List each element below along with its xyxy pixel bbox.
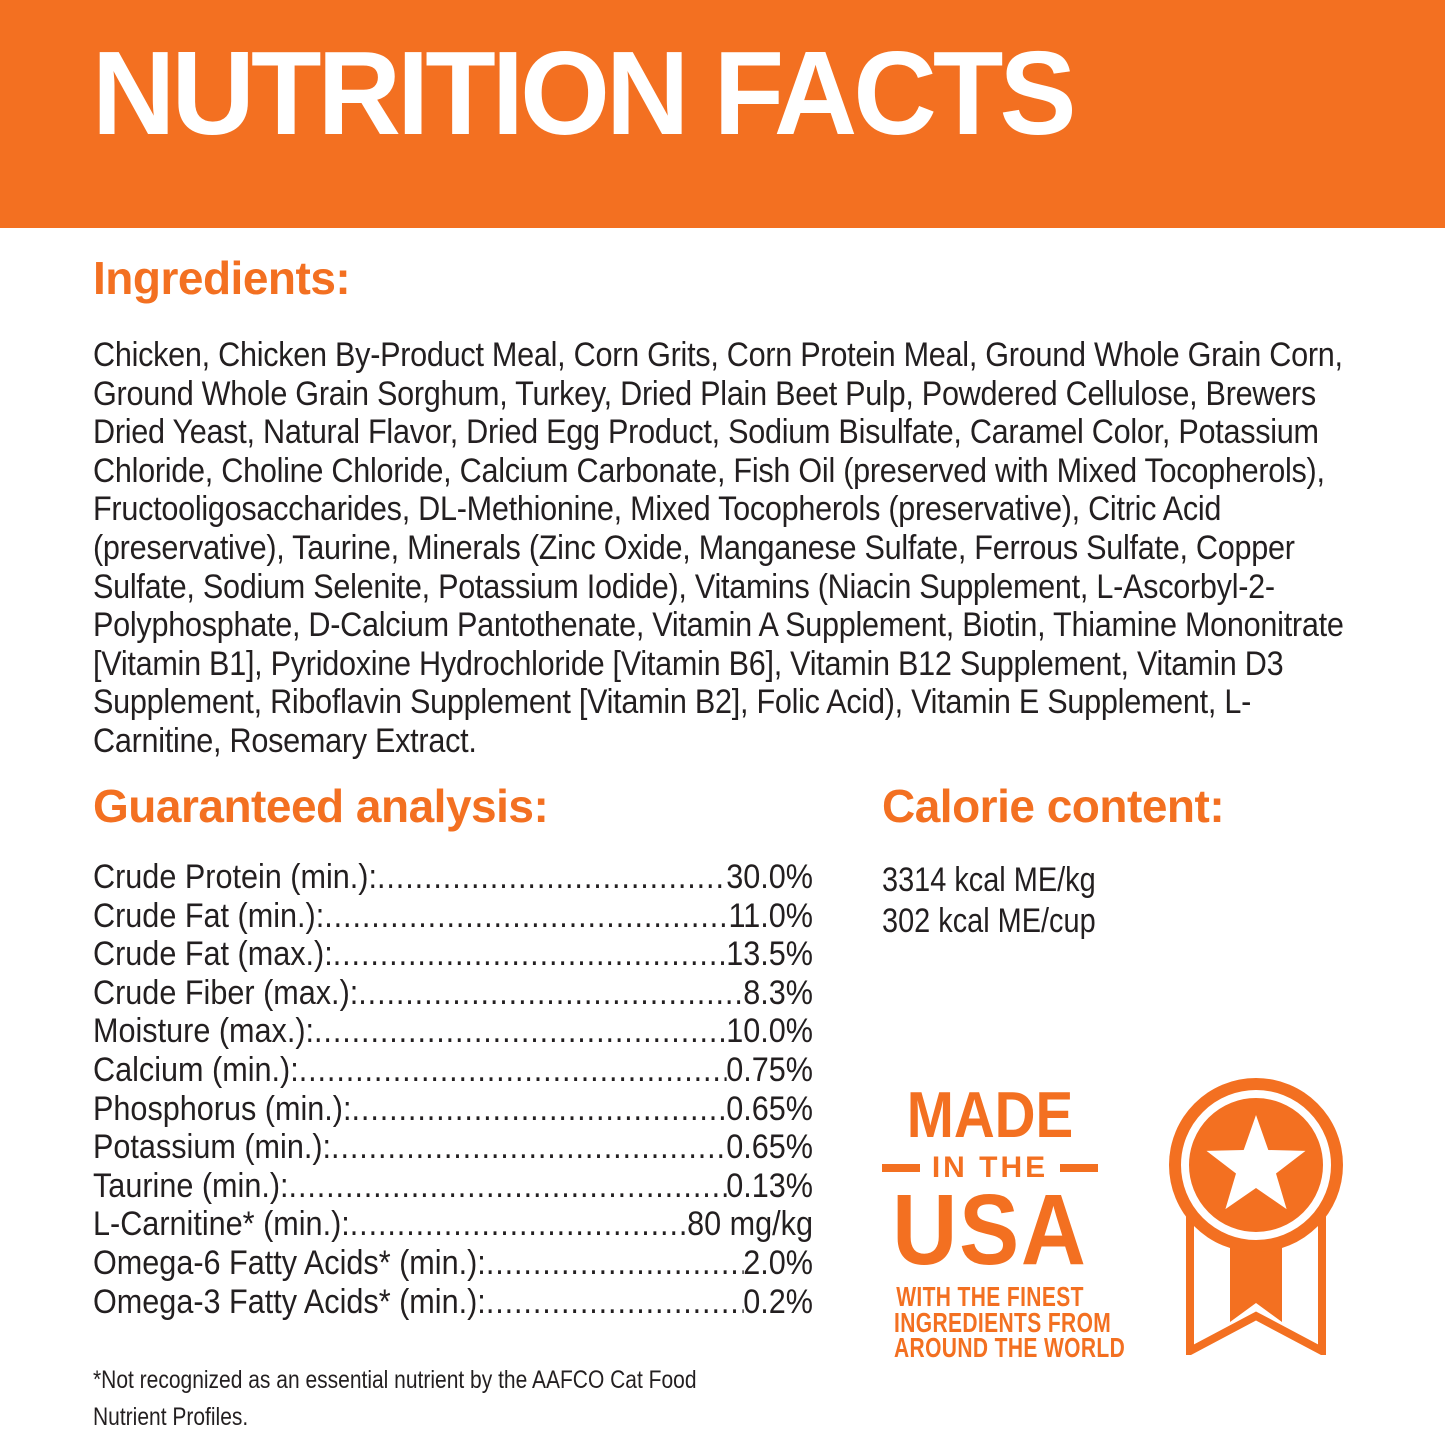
analysis-label: Crude Protein (min.): xyxy=(93,858,377,896)
dot-leader xyxy=(331,1128,726,1167)
analysis-row-potassium: Potassium (min.): 0.65% xyxy=(93,1128,813,1167)
calorie-kcal-per-kg: 3314 kcal ME/kg xyxy=(882,861,1096,899)
analysis-value: 10.0% xyxy=(726,1012,813,1051)
dot-leader xyxy=(350,1205,687,1244)
dot-leader xyxy=(324,897,728,936)
analysis-row-crude-fat-max: Crude Fat (max.): 13.5% xyxy=(93,935,813,974)
analysis-label: Calcium (min.): xyxy=(93,1050,299,1089)
analysis-label: Crude Fat (min.): xyxy=(93,896,325,935)
header-band: NUTRITION FACTS xyxy=(0,0,1445,228)
guaranteed-analysis-heading: Guaranteed analysis: xyxy=(93,780,549,832)
dot-leader xyxy=(377,858,726,897)
analysis-label: Crude Fiber (max.): xyxy=(93,973,359,1012)
in-the-label: IN THE xyxy=(931,1151,1049,1184)
usa-ribbon-badge-icon xyxy=(1169,1078,1343,1355)
made-in-usa-in-the: IN THE xyxy=(862,1152,1118,1184)
dash-bar-left xyxy=(881,1164,920,1172)
analysis-label: Moisture (max.): xyxy=(93,1012,315,1051)
dot-leader xyxy=(352,1090,727,1129)
analysis-value: 0.65% xyxy=(726,1128,813,1167)
made-in-usa-made: MADE xyxy=(906,1078,1074,1151)
analysis-row-crude-fat-min: Crude Fat (min.): 11.0% xyxy=(93,897,813,936)
analysis-label: Taurine (min.): xyxy=(93,1166,289,1205)
footnote-text: *Not recognized as an essential nutrient… xyxy=(93,1366,697,1431)
analysis-row-omega-3: Omega-3 Fatty Acids* (min.): 0.2% xyxy=(93,1283,813,1322)
analysis-row-omega-6: Omega-6 Fatty Acids* (min.): 2.0% xyxy=(93,1244,813,1283)
analysis-row-taurine: Taurine (min.): 0.13% xyxy=(93,1167,813,1206)
analysis-value: 2.0% xyxy=(743,1243,813,1282)
analysis-row-l-carnitine: L-Carnitine* (min.): 80 mg/kg xyxy=(93,1205,813,1244)
analysis-value: 0.75% xyxy=(726,1050,813,1089)
calorie-content-values: 3314 kcal ME/kg 302 kcal ME/cup xyxy=(882,860,1171,942)
dot-leader xyxy=(289,1167,727,1206)
analysis-value: 13.5% xyxy=(726,935,813,974)
dot-leader xyxy=(358,974,743,1013)
analysis-label: Phosphorus (min.): xyxy=(93,1089,352,1128)
tagline-line-2: INGREDIENTS FROM xyxy=(894,1306,1112,1338)
calorie-kcal-per-cup: 302 kcal ME/cup xyxy=(882,902,1096,940)
analysis-value: 11.0% xyxy=(728,896,813,935)
tagline-line-3: AROUND THE WORLD xyxy=(894,1332,1126,1363)
made-in-usa-usa: USA xyxy=(892,1174,1088,1286)
analysis-value: 0.13% xyxy=(726,1166,813,1205)
analysis-value: 0.65% xyxy=(726,1089,813,1128)
dot-leader xyxy=(299,1051,727,1090)
analysis-label: Crude Fat (max.): xyxy=(93,935,333,974)
analysis-label: Omega-3 Fatty Acids* (min.): xyxy=(93,1282,486,1321)
analysis-label: Potassium (min.): xyxy=(93,1128,332,1167)
analysis-value: 30.0% xyxy=(726,858,813,896)
analysis-value: 8.3% xyxy=(743,973,813,1012)
ingredients-heading: Ingredients: xyxy=(93,252,351,304)
guaranteed-analysis-table: Crude Protein (min.): 30.0% Crude Fat (mi… xyxy=(93,858,813,1321)
analysis-value: 80 mg/kg xyxy=(687,1205,813,1244)
page-title: NUTRITION FACTS xyxy=(92,27,1077,160)
ingredients-text: Chicken, Chicken By-Product Meal, Corn G… xyxy=(93,336,1344,760)
made-in-usa-block: MADE IN THE USA WITH THE FINEST INGREDIE… xyxy=(862,1078,1126,1363)
analysis-row-moisture: Moisture (max.): 10.0% xyxy=(93,1012,813,1051)
dash-bar-right xyxy=(1060,1164,1099,1172)
analysis-value: 0.2% xyxy=(743,1282,813,1321)
analysis-row-crude-fiber: Crude Fiber (max.): 8.3% xyxy=(93,974,813,1013)
analysis-label: Omega-6 Fatty Acids* (min.): xyxy=(93,1243,486,1282)
analysis-row-phosphorus: Phosphorus (min.): 0.65% xyxy=(93,1090,813,1129)
calorie-content-heading: Calorie content: xyxy=(882,780,1225,832)
analysis-label: L-Carnitine* (min.): xyxy=(93,1205,350,1244)
made-in-usa-tagline: WITH THE FINEST INGREDIENTS FROM AROUND … xyxy=(862,1281,1126,1363)
tagline-line-1: WITH THE FINEST xyxy=(896,1281,1084,1312)
dot-leader xyxy=(486,1283,743,1322)
dot-leader xyxy=(333,935,726,974)
analysis-row-calcium: Calcium (min.): 0.75% xyxy=(93,1051,813,1090)
analysis-row-crude-protein: Crude Protein (min.): 30.0% xyxy=(93,858,813,897)
dot-leader xyxy=(486,1244,743,1283)
dot-leader xyxy=(314,1012,726,1051)
